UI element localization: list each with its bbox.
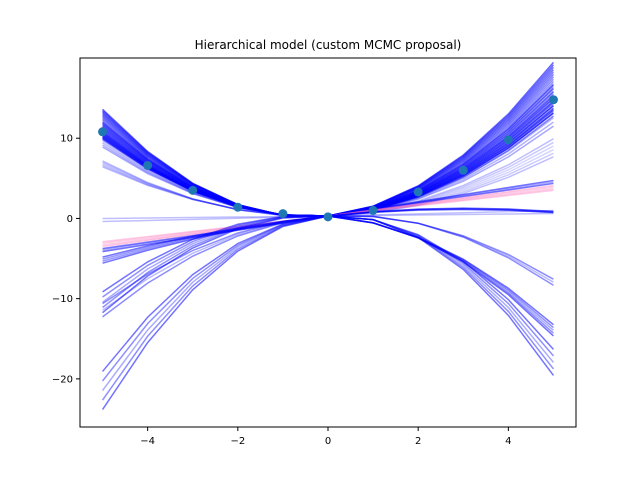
y-tick-label-2: 0: [67, 214, 73, 225]
x-tick-label-1: −2: [230, 436, 245, 447]
x-tick-label-3: 2: [415, 436, 421, 447]
observed-point-0: [98, 127, 108, 137]
y-tick-label-0: −20: [52, 374, 73, 385]
chart-title: Hierarchical model (custom MCMC proposal…: [195, 38, 462, 52]
observed-point-8: [458, 165, 468, 175]
observed-point-2: [188, 185, 198, 195]
observed-points: [98, 95, 558, 222]
observed-point-10: [548, 95, 558, 105]
y-tick-label-3: 10: [60, 134, 73, 145]
x-tick-label-0: −4: [140, 436, 155, 447]
observed-point-1: [143, 160, 153, 170]
observed-point-4: [278, 209, 288, 219]
y-tick-label-1: −10: [52, 294, 73, 305]
observed-point-5: [323, 212, 333, 222]
x-tick-label-2: 0: [325, 436, 331, 447]
x-axis: −4 −2 0 2 4: [140, 427, 512, 447]
observed-point-9: [503, 135, 513, 145]
observed-point-7: [413, 187, 423, 197]
observed-point-6: [368, 205, 378, 215]
y-axis: −20 −10 0 10: [52, 134, 80, 385]
x-tick-label-4: 4: [505, 436, 511, 447]
observed-point-3: [233, 202, 243, 212]
